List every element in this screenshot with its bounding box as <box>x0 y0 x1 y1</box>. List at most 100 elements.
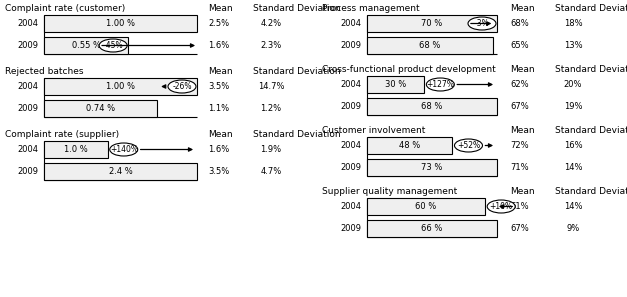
Text: 2004: 2004 <box>340 202 361 211</box>
Bar <box>367 198 485 215</box>
Text: 2.5%: 2.5% <box>208 19 229 28</box>
Text: 2009: 2009 <box>340 163 361 172</box>
Ellipse shape <box>110 143 138 156</box>
Text: 1.2%: 1.2% <box>260 104 282 113</box>
Text: 2009: 2009 <box>340 41 361 50</box>
Text: 68%: 68% <box>510 19 529 28</box>
Text: 2004: 2004 <box>340 141 361 150</box>
Text: 60 %: 60 % <box>416 202 437 211</box>
Ellipse shape <box>455 139 483 152</box>
Text: Rejected batches: Rejected batches <box>5 67 83 76</box>
Bar <box>367 15 497 32</box>
Text: 67%: 67% <box>510 102 529 111</box>
Text: 2004: 2004 <box>17 82 38 91</box>
Text: 0.55 %: 0.55 % <box>71 41 100 50</box>
Text: 20%: 20% <box>564 80 582 89</box>
Text: Standard Deviation: Standard Deviation <box>555 187 627 196</box>
Text: 1.0 %: 1.0 % <box>64 145 88 154</box>
Text: Process management: Process management <box>322 4 419 13</box>
Text: 13%: 13% <box>564 41 582 50</box>
Text: 1.00 %: 1.00 % <box>106 82 135 91</box>
Text: Mean: Mean <box>510 65 535 74</box>
Text: 3.5%: 3.5% <box>208 82 229 91</box>
Text: 65%: 65% <box>510 41 529 50</box>
Text: -26%: -26% <box>172 82 192 91</box>
Bar <box>367 137 453 154</box>
Text: 71%: 71% <box>510 163 529 172</box>
Text: Standard Deviation: Standard Deviation <box>555 4 627 13</box>
Text: 68 %: 68 % <box>421 102 443 111</box>
Bar <box>367 98 497 115</box>
Bar <box>367 76 424 93</box>
Ellipse shape <box>468 17 496 30</box>
Text: +127%: +127% <box>426 80 455 89</box>
Text: 9%: 9% <box>566 224 579 233</box>
Bar <box>44 37 128 54</box>
Text: 2004: 2004 <box>340 80 361 89</box>
Text: Customer involvement: Customer involvement <box>322 126 425 135</box>
Text: +52%: +52% <box>457 141 480 150</box>
Text: +140%: +140% <box>110 145 138 154</box>
Bar <box>44 100 157 117</box>
Text: Supplier quality management: Supplier quality management <box>322 187 457 196</box>
Text: 30 %: 30 % <box>385 80 406 89</box>
Text: 2009: 2009 <box>17 104 38 113</box>
Text: -3%: -3% <box>475 19 490 28</box>
Text: Mean: Mean <box>510 187 535 196</box>
Text: 62%: 62% <box>510 80 529 89</box>
Text: +10%: +10% <box>490 202 513 211</box>
Text: 66 %: 66 % <box>421 224 443 233</box>
Text: 73 %: 73 % <box>421 163 443 172</box>
Text: 14.7%: 14.7% <box>258 82 284 91</box>
Ellipse shape <box>168 80 196 93</box>
Text: Mean: Mean <box>510 126 535 135</box>
Bar <box>367 220 497 237</box>
Text: 3.5%: 3.5% <box>208 167 229 176</box>
Text: 1.1%: 1.1% <box>208 104 229 113</box>
Bar <box>44 15 197 32</box>
Text: 2004: 2004 <box>17 19 38 28</box>
Text: 2009: 2009 <box>340 224 361 233</box>
Text: 2.3%: 2.3% <box>260 41 282 50</box>
Text: Standard Deviation: Standard Deviation <box>253 4 340 13</box>
Text: Complaint rate (customer): Complaint rate (customer) <box>5 4 125 13</box>
Text: Standard Deviation: Standard Deviation <box>555 65 627 74</box>
Text: 2009: 2009 <box>340 102 361 111</box>
Text: 4.7%: 4.7% <box>260 167 282 176</box>
Text: 2009: 2009 <box>17 167 38 176</box>
Text: Standard Deviation: Standard Deviation <box>253 67 340 76</box>
Bar <box>44 141 108 158</box>
Bar <box>44 163 197 180</box>
Text: Standard Deviation: Standard Deviation <box>555 126 627 135</box>
Text: Cross-functional product development: Cross-functional product development <box>322 65 496 74</box>
Text: 19%: 19% <box>564 102 582 111</box>
Text: 14%: 14% <box>564 202 582 211</box>
Text: 61%: 61% <box>510 202 529 211</box>
Text: Mean: Mean <box>208 130 233 139</box>
Ellipse shape <box>99 39 127 52</box>
Text: 18%: 18% <box>564 19 582 28</box>
Text: 16%: 16% <box>564 141 582 150</box>
Text: 1.9%: 1.9% <box>260 145 282 154</box>
Text: 0.74 %: 0.74 % <box>86 104 115 113</box>
Text: 2004: 2004 <box>17 145 38 154</box>
Bar <box>367 37 493 54</box>
Text: Mean: Mean <box>208 67 233 76</box>
Text: Standard Deviation: Standard Deviation <box>253 130 340 139</box>
Text: Mean: Mean <box>208 4 233 13</box>
Text: 4.2%: 4.2% <box>260 19 282 28</box>
Text: 68 %: 68 % <box>419 41 441 50</box>
Text: 70 %: 70 % <box>421 19 443 28</box>
Text: 14%: 14% <box>564 163 582 172</box>
Bar <box>44 78 197 95</box>
Text: Complaint rate (supplier): Complaint rate (supplier) <box>5 130 119 139</box>
Text: 2004: 2004 <box>340 19 361 28</box>
Text: 2009: 2009 <box>17 41 38 50</box>
Text: Mean: Mean <box>510 4 535 13</box>
Text: -45%: -45% <box>103 41 123 50</box>
Ellipse shape <box>487 200 515 213</box>
Text: 1.6%: 1.6% <box>208 41 229 50</box>
Text: 72%: 72% <box>510 141 529 150</box>
Text: 48 %: 48 % <box>399 141 420 150</box>
Text: 2.4 %: 2.4 % <box>108 167 132 176</box>
